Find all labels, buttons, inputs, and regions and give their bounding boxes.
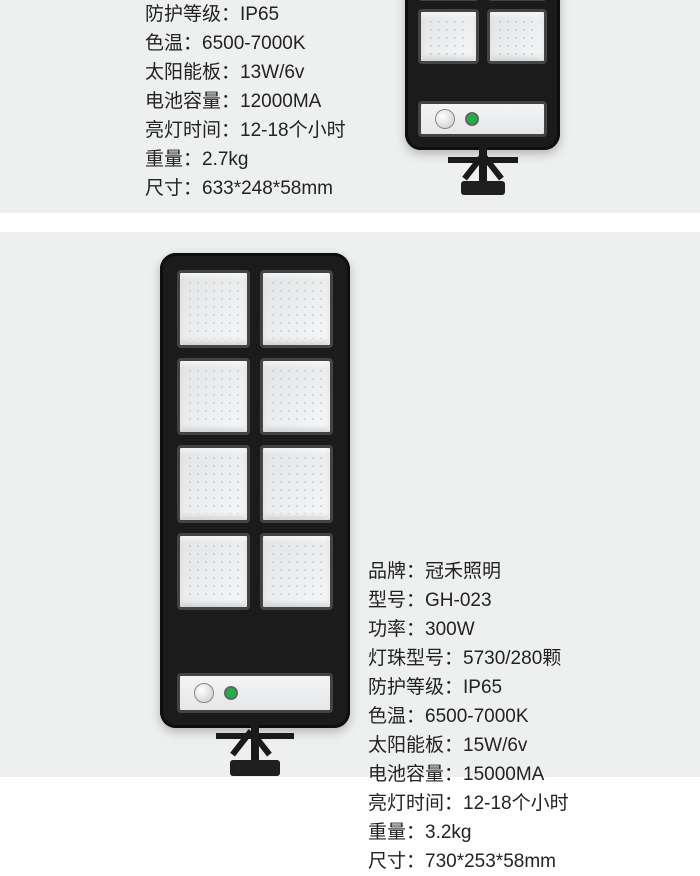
spec-value: IP65 (463, 677, 502, 698)
spec-value: 633*248*58mm (202, 178, 333, 199)
spec-value: 300W (425, 619, 475, 640)
spec-label: 太阳能板： (368, 735, 463, 756)
sensor-icon (224, 686, 238, 700)
spec-row: 品牌：冠禾照明 (368, 557, 569, 586)
spec-row: 电池容量：12000MA (145, 87, 346, 116)
spec-value: 2.7kg (202, 149, 248, 170)
spec-label: 太阳能板： (145, 62, 240, 83)
spec-value: 13W/6v (240, 62, 304, 83)
sensor-icon (465, 112, 479, 126)
spec-label: 尺寸： (145, 178, 202, 199)
spec-value: 3.2kg (425, 822, 471, 843)
spec-row: 太阳能板：15W/6v (368, 731, 569, 760)
product-panel-1: 防护等级：IP65 色温：6500-7000K 太阳能板：13W/6v 电池容量… (0, 0, 700, 213)
led-grid (418, 0, 547, 37)
spec-label: 亮灯时间： (145, 120, 240, 141)
product-image-1 (405, 0, 560, 150)
led-panel (260, 270, 333, 348)
spec-label: 亮灯时间： (368, 793, 463, 814)
spec-value: IP65 (240, 4, 279, 25)
lamp-body (160, 253, 350, 728)
led-panel (418, 0, 479, 1)
spec-value: 15000MA (463, 764, 544, 785)
spec-label: 灯珠型号： (368, 648, 463, 669)
spec-row: 亮灯时间：12-18个小时 (145, 116, 346, 145)
spec-row: 亮灯时间：12-18个小时 (368, 789, 569, 818)
spec-value: 12-18个小时 (240, 120, 346, 141)
led-panel (177, 270, 250, 348)
spec-row: 尺寸：730*253*58mm (368, 847, 569, 876)
led-panel (177, 445, 250, 523)
spec-value: 12-18个小时 (463, 793, 569, 814)
led-panel (260, 533, 333, 611)
led-grid (177, 270, 333, 610)
spec-row: 防护等级：IP65 (145, 0, 346, 29)
spec-list-2: 品牌：冠禾照明 型号：GH-023 功率：300W 灯珠型号：5730/280颗… (368, 557, 569, 876)
lamp-body (405, 0, 560, 150)
knob-icon (194, 683, 214, 703)
led-panel (260, 445, 333, 523)
spec-list-1: 防护等级：IP65 色温：6500-7000K 太阳能板：13W/6v 电池容量… (145, 0, 346, 203)
spec-label: 功率： (368, 619, 425, 640)
led-panel (260, 358, 333, 436)
product-panel-2: 品牌：冠禾照明 型号：GH-023 功率：300W 灯珠型号：5730/280颗… (0, 232, 700, 777)
spec-row: 灯珠型号：5730/280颗 (368, 644, 569, 673)
spec-label: 型号： (368, 590, 425, 611)
spec-value: GH-023 (425, 590, 492, 611)
spec-label: 品牌： (368, 561, 425, 582)
spec-value: 730*253*58mm (425, 851, 556, 872)
spec-label: 色温： (368, 706, 425, 727)
spec-value: 15W/6v (463, 735, 527, 756)
spec-label: 尺寸： (368, 851, 425, 872)
led-panel (487, 0, 548, 1)
knob-icon (435, 109, 455, 129)
spec-row: 重量：3.2kg (368, 818, 569, 847)
spec-row: 防护等级：IP65 (368, 673, 569, 702)
spec-value: 12000MA (240, 91, 321, 112)
spec-label: 色温： (145, 33, 202, 54)
spec-row: 型号：GH-023 (368, 586, 569, 615)
spec-value: 5730/280颗 (463, 648, 561, 669)
spec-row: 功率：300W (368, 615, 569, 644)
led-panel (177, 358, 250, 436)
mount-bracket (216, 721, 294, 776)
spec-row: 色温：6500-7000K (368, 702, 569, 731)
spec-row: 尺寸：633*248*58mm (145, 174, 346, 203)
spec-label: 电池容量： (145, 91, 240, 112)
sensor-strip (418, 101, 547, 137)
spec-value: 6500-7000K (425, 706, 529, 727)
sensor-strip (177, 673, 333, 713)
spec-value: 冠禾照明 (425, 561, 501, 582)
spec-label: 防护等级： (368, 677, 463, 698)
spec-row: 太阳能板：13W/6v (145, 58, 346, 87)
led-panel (487, 9, 548, 64)
spec-label: 电池容量： (368, 764, 463, 785)
spec-label: 重量： (368, 822, 425, 843)
spec-value: 6500-7000K (202, 33, 306, 54)
spec-row: 电池容量：15000MA (368, 760, 569, 789)
led-panel (177, 533, 250, 611)
product-image-2 (160, 253, 350, 728)
spec-label: 防护等级： (145, 4, 240, 25)
spec-label: 重量： (145, 149, 202, 170)
led-panel (418, 9, 479, 64)
mount-bracket (448, 145, 518, 195)
spec-row: 重量：2.7kg (145, 145, 346, 174)
spec-row: 色温：6500-7000K (145, 29, 346, 58)
